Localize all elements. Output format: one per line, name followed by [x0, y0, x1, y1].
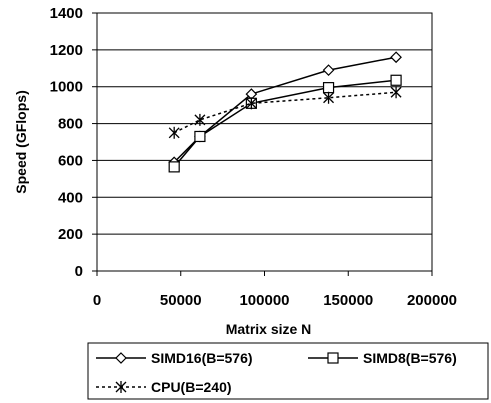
data-point: [245, 97, 257, 110]
legend: SIMD16(B=576) SIMD8(B=576) CPU(B=240): [87, 342, 489, 400]
y-tick-label: 600: [58, 152, 83, 169]
legend-label: SIMD16(B=576): [151, 350, 253, 366]
legend-marker: [115, 352, 127, 364]
x-tick-label: 200000: [407, 292, 457, 309]
y-tick-label: 200: [58, 226, 83, 243]
plot-area: [96, 12, 433, 272]
data-point: [168, 161, 180, 173]
legend-box: [87, 342, 489, 400]
legend-item: CPU(B=240): [96, 379, 232, 395]
series-layer: [168, 51, 402, 173]
series-cpu-b-240-: [168, 86, 402, 139]
data-point: [323, 91, 335, 104]
data-point: [322, 64, 335, 76]
data-point: [322, 82, 335, 94]
legend-label: SIMD8(B=576): [363, 350, 457, 366]
grid-lines: [97, 12, 432, 272]
legend-item: SIMD8(B=576): [308, 350, 457, 366]
y-axis-title: Speed (GFlops): [13, 90, 29, 193]
y-tick-label: 1400: [50, 5, 83, 22]
series-simd16-b-576-: [168, 51, 402, 169]
data-point: [194, 130, 206, 143]
x-tick-label: 150000: [323, 292, 373, 309]
legend-label: CPU(B=240): [151, 379, 232, 395]
series-line: [173, 91, 397, 134]
x-tick-label: 0: [93, 292, 101, 309]
y-tick-label: 800: [58, 116, 83, 133]
data-point: [390, 51, 402, 64]
data-point: [168, 126, 180, 139]
y-axis: 0 200 400 600 800 1000 1200 1400: [50, 5, 97, 280]
legend-marker: [115, 381, 127, 393]
y-tick-label: 1000: [50, 79, 83, 96]
x-tick-label: 100000: [239, 292, 289, 309]
legend-marker: [327, 352, 339, 364]
legend-item: SIMD16(B=576): [96, 350, 253, 366]
y-tick-label: 400: [58, 189, 83, 206]
series-line: [173, 56, 397, 163]
x-tick-label: 50000: [160, 292, 202, 309]
data-point: [390, 86, 402, 99]
x-axis-title: Matrix size N: [226, 321, 312, 337]
x-axis: 0 50000 100000 150000 200000: [93, 271, 457, 309]
y-tick-label: 0: [75, 263, 83, 280]
data-point: [194, 113, 206, 126]
data-point: [390, 74, 402, 86]
y-tick-label: 1200: [50, 42, 83, 59]
